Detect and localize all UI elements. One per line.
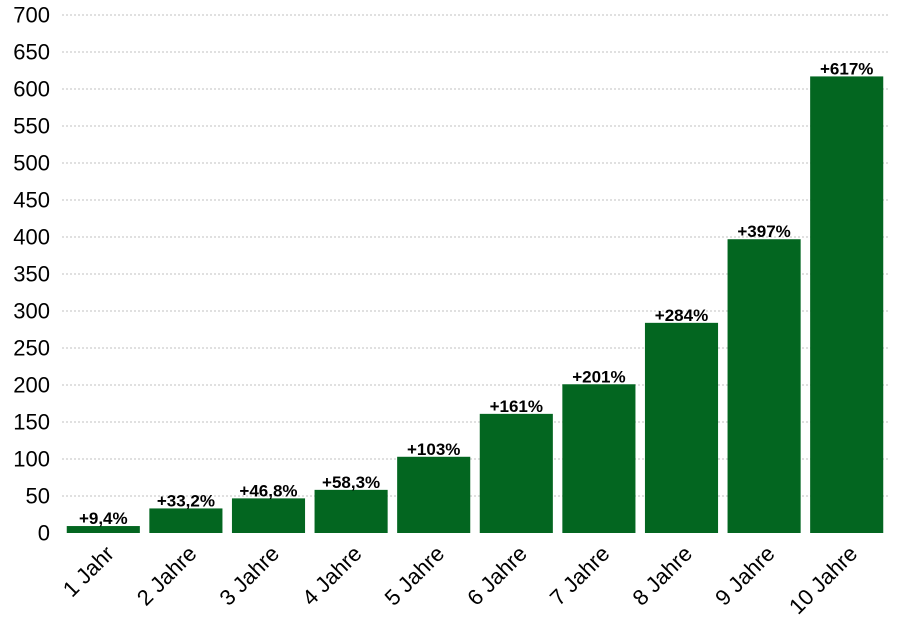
bar [810, 76, 884, 534]
bar [314, 489, 388, 533]
data-labels: +9,4% +33,2% +46,8% +58,3% +103% +161% +201% +2… [79, 59, 873, 528]
data-label: +201% [572, 367, 625, 386]
bar [644, 322, 719, 533]
data-label: +46,8% [239, 481, 297, 500]
x-tick-label: 4 Jahre [297, 541, 367, 611]
y-tick-label: 150 [13, 410, 50, 435]
data-label: +397% [737, 222, 790, 241]
bar [727, 239, 801, 533]
y-tick-label: 50 [26, 484, 50, 509]
bar [231, 498, 306, 533]
y-tick-label: 350 [13, 262, 50, 287]
y-tick-label: 500 [13, 151, 50, 176]
x-tick-label: 6 Jahre [462, 541, 532, 611]
y-tick-label: 300 [13, 299, 50, 324]
y-tick-label: 100 [13, 447, 50, 472]
x-tick-label: 10 Jahre [784, 541, 862, 619]
data-label: +284% [655, 306, 708, 325]
data-label: +33,2% [157, 491, 215, 510]
y-tick-label: 200 [13, 373, 50, 398]
bar [149, 508, 223, 533]
x-tick-label: 1 Jahr [58, 541, 119, 602]
x-tick-label: 9 Jahre [710, 541, 780, 611]
y-tick-label: 450 [13, 188, 50, 213]
data-label: +161% [490, 397, 543, 416]
y-tick-label: 0 [38, 521, 50, 546]
y-tick-label: 400 [13, 225, 50, 250]
x-axis-tick-labels: 1 Jahr 2 Jahre 3 Jahre 4 Jahre 5 Jahre 6 Jahr… [58, 541, 862, 619]
bar [397, 456, 471, 533]
bar [66, 526, 140, 533]
y-tick-label: 700 [13, 3, 50, 28]
y-tick-label: 600 [13, 77, 50, 102]
data-label: +9,4% [79, 509, 128, 528]
bars [66, 76, 884, 534]
y-tick-label: 550 [13, 114, 50, 139]
y-tick-label: 650 [13, 40, 50, 65]
gridlines [62, 14, 888, 497]
data-label: +103% [407, 440, 460, 459]
x-tick-label: 3 Jahre [214, 541, 284, 611]
bar [562, 384, 636, 533]
x-tick-label: 8 Jahre [627, 541, 697, 611]
x-tick-label: 5 Jahre [380, 541, 450, 611]
data-label: +617% [820, 59, 873, 78]
data-label: +58,3% [322, 473, 380, 492]
x-tick-label: 7 Jahre [545, 541, 615, 611]
y-axis-tick-labels: 0 50 100 150 200 250 300 350 400 450 500 550 600 650 7… [13, 3, 50, 546]
x-tick-label: 2 Jahre [132, 541, 202, 611]
bar [479, 413, 553, 533]
y-tick-label: 250 [13, 336, 50, 361]
